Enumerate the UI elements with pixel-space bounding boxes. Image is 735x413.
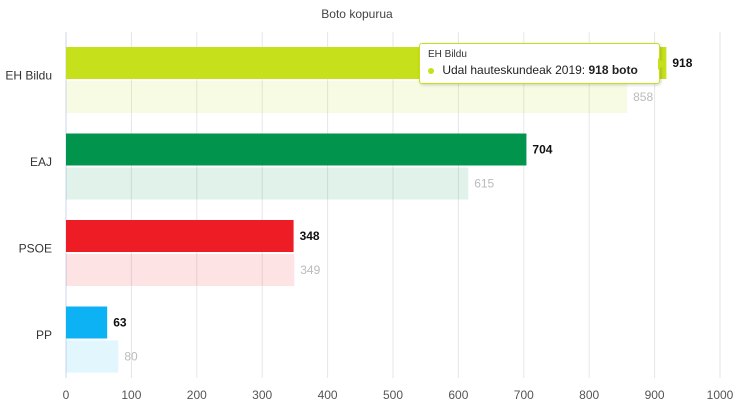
tooltip-title: EH Bildu bbox=[428, 49, 467, 60]
category-label: PSOE bbox=[19, 241, 52, 255]
bar-previous bbox=[66, 340, 119, 373]
grid-lines bbox=[65, 32, 721, 378]
x-tick-label: 400 bbox=[318, 388, 338, 402]
category-labels: EH Bildu EAJ PSOE PP bbox=[5, 68, 52, 342]
bar-current bbox=[66, 220, 294, 252]
tooltip-series-label: Udal hauteskundeak 2019: bbox=[442, 63, 586, 77]
bar-current bbox=[66, 306, 108, 339]
bar-previous bbox=[66, 81, 628, 113]
x-tick-label: 1000 bbox=[707, 388, 734, 402]
category-label: PP bbox=[36, 328, 52, 342]
x-tick-label: 100 bbox=[121, 388, 141, 402]
tooltip-series-dot bbox=[428, 67, 434, 74]
bar-previous bbox=[66, 167, 469, 200]
value-label-previous: 349 bbox=[300, 263, 320, 277]
x-tick-label: 0 bbox=[63, 388, 70, 402]
value-label-current: 918 bbox=[672, 56, 692, 70]
x-tick-label: 700 bbox=[514, 388, 534, 402]
tooltip: EH Bildu Udal hauteskundeak 2019: 918 bo… bbox=[419, 43, 660, 84]
x-tick-label: 900 bbox=[645, 388, 665, 402]
value-label-current: 704 bbox=[532, 143, 552, 157]
x-tick-label: 800 bbox=[579, 388, 599, 402]
x-tick-label: 300 bbox=[252, 388, 272, 402]
x-tick-label: 600 bbox=[448, 388, 468, 402]
chart-title: Boto kopurua bbox=[321, 7, 393, 21]
tooltip-arrow bbox=[658, 58, 665, 70]
bar-current bbox=[66, 133, 527, 166]
tooltip-row: Udal hauteskundeak 2019: 918 boto bbox=[428, 61, 651, 79]
value-label-previous: 615 bbox=[474, 177, 494, 191]
x-axis-ticks: 0 100 200 300 400 500 600 700 800 900 1000 bbox=[63, 388, 734, 402]
bar-previous bbox=[66, 254, 295, 286]
bars-group: 918 858 704 615 348 349 63 80 bbox=[66, 47, 693, 373]
value-label-previous: 80 bbox=[124, 350, 138, 364]
value-label-current: 63 bbox=[113, 316, 127, 330]
value-label-previous: 858 bbox=[633, 90, 653, 104]
x-tick-label: 500 bbox=[383, 388, 403, 402]
tooltip-value: 918 boto bbox=[588, 63, 638, 77]
category-label: EH Bildu bbox=[5, 68, 52, 82]
category-label: EAJ bbox=[30, 155, 52, 169]
x-tick-label: 200 bbox=[187, 388, 207, 402]
value-label-current: 348 bbox=[300, 229, 320, 243]
